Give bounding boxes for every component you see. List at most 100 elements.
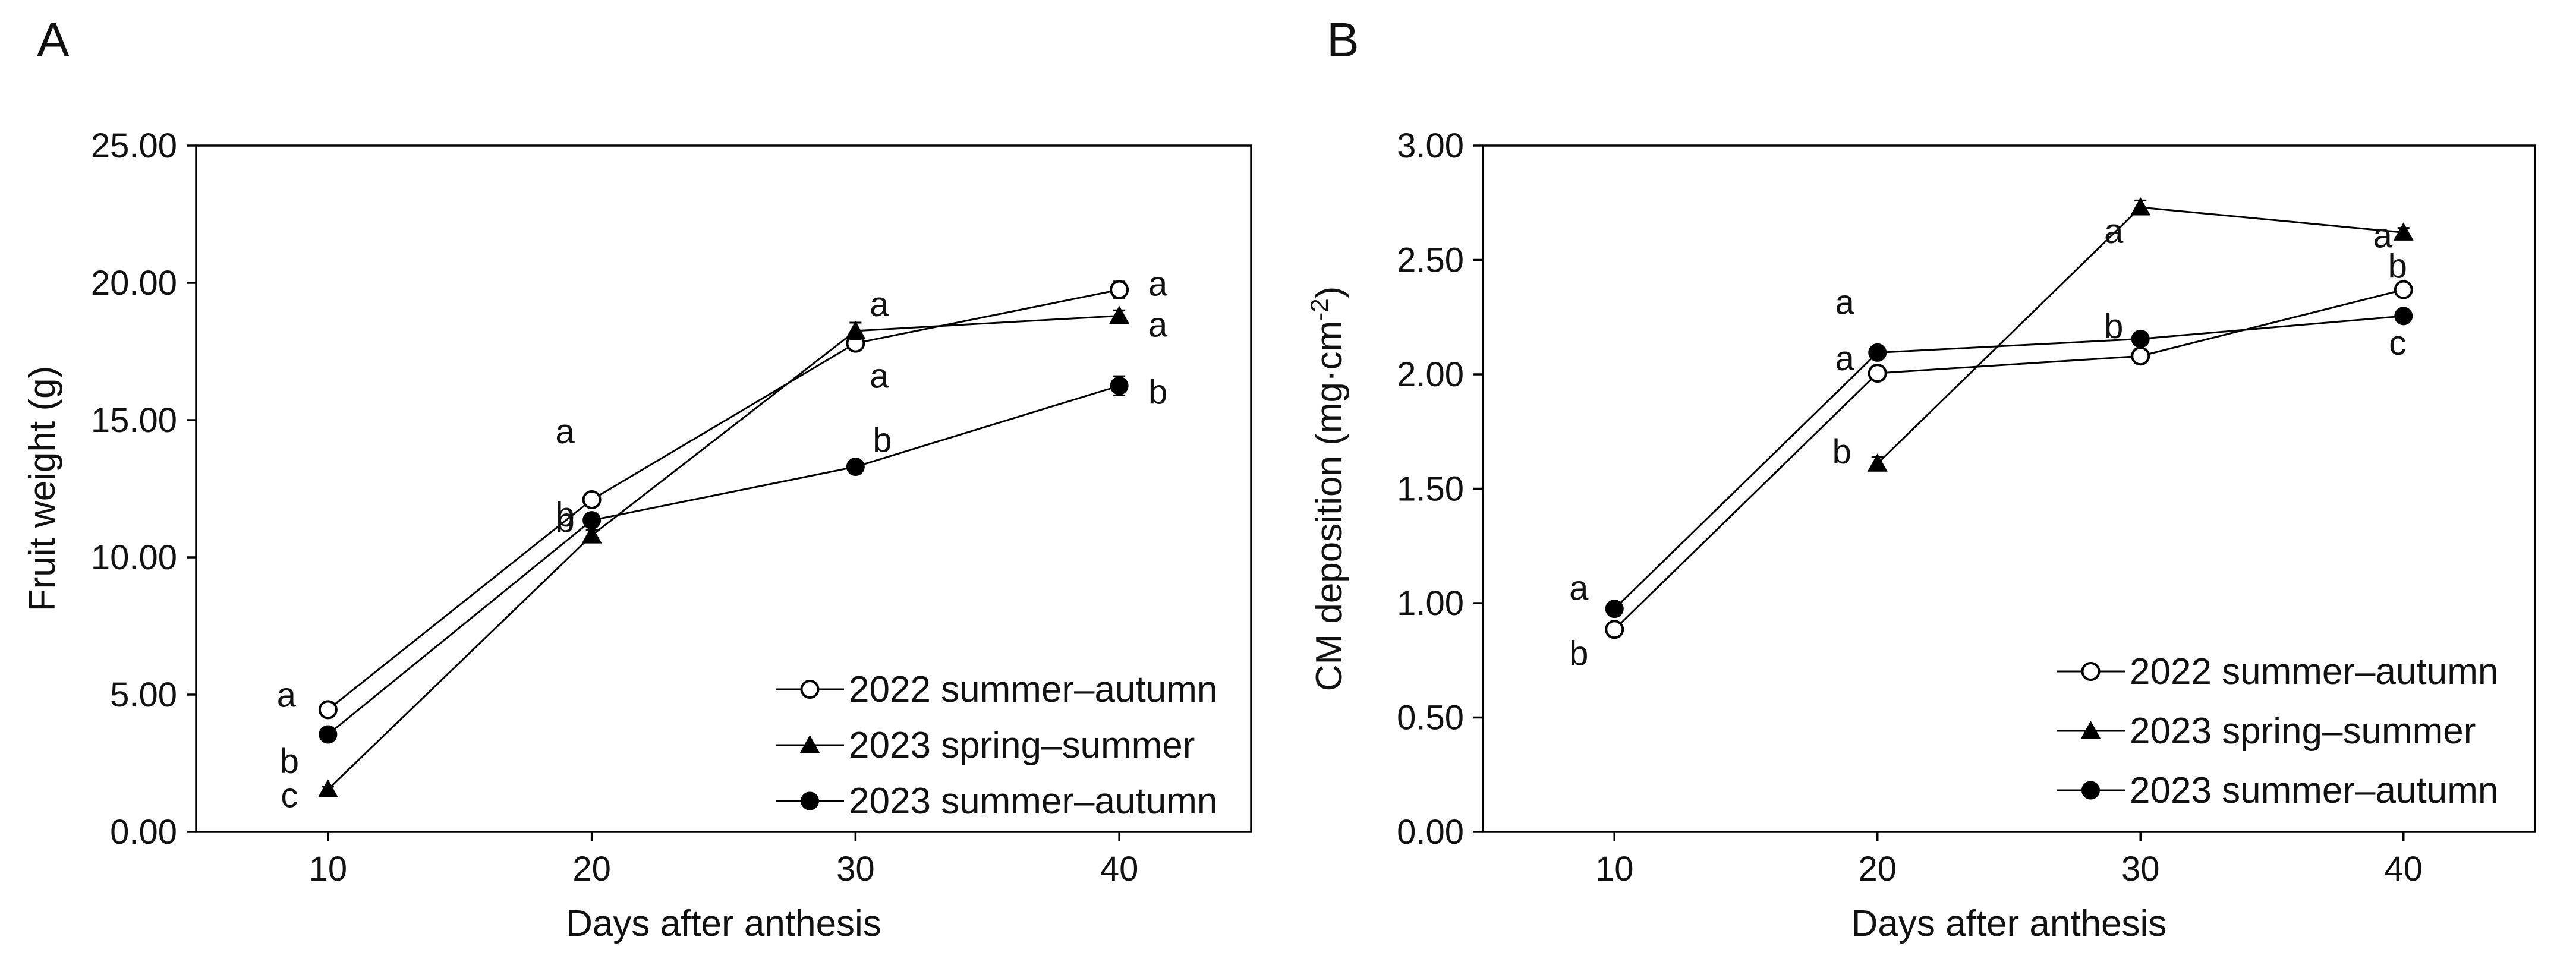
y-tick-label: 3.00 bbox=[1397, 127, 1464, 165]
data-point bbox=[1110, 280, 1129, 299]
data-point bbox=[582, 490, 602, 509]
y-tick-label: 2.00 bbox=[1397, 355, 1464, 394]
data-point bbox=[2393, 222, 2414, 241]
significance-letter: b bbox=[873, 421, 892, 460]
y-tick-label: 15.00 bbox=[91, 401, 177, 440]
legend-marker bbox=[2081, 662, 2101, 681]
significance-letter: a bbox=[870, 357, 889, 396]
data-point bbox=[2131, 346, 2150, 366]
series-line bbox=[327, 289, 1120, 711]
significance-letter: b bbox=[2388, 247, 2407, 286]
significance-letter: c bbox=[281, 776, 298, 815]
significance-letter: a bbox=[1569, 569, 1589, 608]
y-tick-label: 1.50 bbox=[1397, 470, 1464, 509]
data-point bbox=[2394, 307, 2413, 326]
legend-label: 2022 summer–autumn bbox=[2130, 651, 2498, 692]
legend: 2022 summer–autumn 2023 spring–summer 2023… bbox=[2057, 651, 2498, 811]
y-tick-label: 0.00 bbox=[110, 813, 177, 851]
data-point bbox=[1605, 600, 1624, 619]
data-point bbox=[1867, 453, 1888, 472]
data-point bbox=[2130, 197, 2151, 216]
series-line bbox=[327, 314, 1120, 790]
legend-label: 2023 summer–autumn bbox=[2130, 770, 2498, 811]
data-point bbox=[845, 320, 866, 339]
data-point bbox=[1868, 364, 1887, 383]
y-tick-label: 25.00 bbox=[91, 127, 177, 165]
legend-marker bbox=[2081, 781, 2100, 800]
y-tick-label: 10.00 bbox=[91, 538, 177, 577]
legend-label: 2022 summer–autumn bbox=[849, 669, 1217, 710]
x-tick-label: 40 bbox=[1100, 850, 1139, 888]
panel-label: A bbox=[37, 13, 70, 67]
data-point bbox=[317, 779, 338, 797]
significance-letter: a bbox=[555, 412, 575, 451]
legend: 2022 summer–autumn 2023 spring–summer 2023… bbox=[776, 669, 1217, 822]
significance-letter: a bbox=[2104, 212, 2124, 251]
y-tick-label: 0.00 bbox=[1397, 813, 1464, 851]
series-line bbox=[327, 384, 1120, 736]
y-axis-title-superscript: -2 bbox=[1305, 298, 1333, 320]
y-axis-title: CM deposition (mg·cm-2) bbox=[1305, 286, 1350, 692]
legend-marker bbox=[2080, 721, 2101, 739]
data-point bbox=[319, 725, 338, 744]
y-tick-label: 2.50 bbox=[1397, 241, 1464, 280]
panel-label: B bbox=[1327, 13, 1359, 67]
legend-label: 2023 spring–summer bbox=[849, 725, 1195, 766]
legend-label: 2023 summer–autumn bbox=[849, 781, 1217, 822]
x-tick-label: 40 bbox=[2384, 850, 2423, 888]
x-tick-label: 20 bbox=[1858, 850, 1897, 888]
significance-letter: b bbox=[555, 501, 574, 540]
significance-letter: b bbox=[1569, 634, 1588, 673]
x-tick-label: 30 bbox=[836, 850, 875, 888]
series-line bbox=[1614, 289, 2404, 630]
series-2: ba a bbox=[1832, 197, 2414, 472]
legend-label: 2023 spring–summer bbox=[2130, 711, 2476, 752]
data-point bbox=[2131, 329, 2150, 348]
significance-letter: a bbox=[1835, 339, 1855, 378]
x-tick-label: 10 bbox=[1595, 850, 1634, 888]
significance-letter: a bbox=[277, 676, 297, 714]
series-3: aac bbox=[1569, 283, 2413, 619]
y-tick-label: 5.00 bbox=[110, 676, 177, 714]
significance-letter: b bbox=[555, 496, 574, 534]
data-point bbox=[1605, 620, 1624, 639]
data-point bbox=[2394, 280, 2413, 299]
significance-letter: a bbox=[1835, 283, 1855, 321]
significance-letter: b bbox=[1148, 373, 1167, 411]
x-axis-title: Days after anthesis bbox=[1851, 903, 2167, 944]
significance-letter: a bbox=[870, 285, 889, 324]
significance-letter: a bbox=[1148, 305, 1168, 344]
significance-letter: c bbox=[2389, 324, 2406, 362]
legend-marker bbox=[800, 680, 820, 699]
x-tick-label: 10 bbox=[309, 850, 348, 888]
chart-panel-a: A 0.00 5.00 10.00 15.00 20.00 25.00 10 20 30 40 Day… bbox=[22, 13, 1252, 944]
x-axis-title: Days after anthesis bbox=[566, 903, 881, 944]
legend-marker bbox=[801, 791, 819, 810]
data-point bbox=[582, 511, 602, 530]
data-point bbox=[1109, 305, 1130, 324]
y-tick-label: 20.00 bbox=[91, 264, 177, 302]
data-point bbox=[318, 700, 338, 720]
x-tick-label: 20 bbox=[572, 850, 611, 888]
y-axis-title: Fruit weight (g) bbox=[22, 366, 63, 611]
significance-letter: b bbox=[280, 742, 299, 781]
data-point bbox=[1868, 343, 1887, 362]
y-tick-label: 0.50 bbox=[1397, 699, 1464, 737]
data-point bbox=[846, 458, 865, 477]
significance-letter: a bbox=[1148, 265, 1168, 304]
legend-marker bbox=[799, 735, 820, 753]
series-line bbox=[1614, 315, 2404, 610]
data-point bbox=[581, 525, 602, 544]
y-axis-title-end: ) bbox=[1309, 286, 1350, 299]
x-tick-label: 30 bbox=[2121, 850, 2160, 888]
data-point bbox=[1110, 376, 1129, 395]
significance-letter: b bbox=[1832, 433, 1851, 471]
chart-panel-b: B 0.00 0.50 1.00 1.50 2.00 2.50 3.00 10 20 30 40 Day… bbox=[1305, 13, 2536, 944]
significance-letter: a bbox=[2373, 216, 2393, 255]
y-tick-label: 1.00 bbox=[1397, 584, 1464, 623]
plot-frame bbox=[195, 144, 1252, 833]
